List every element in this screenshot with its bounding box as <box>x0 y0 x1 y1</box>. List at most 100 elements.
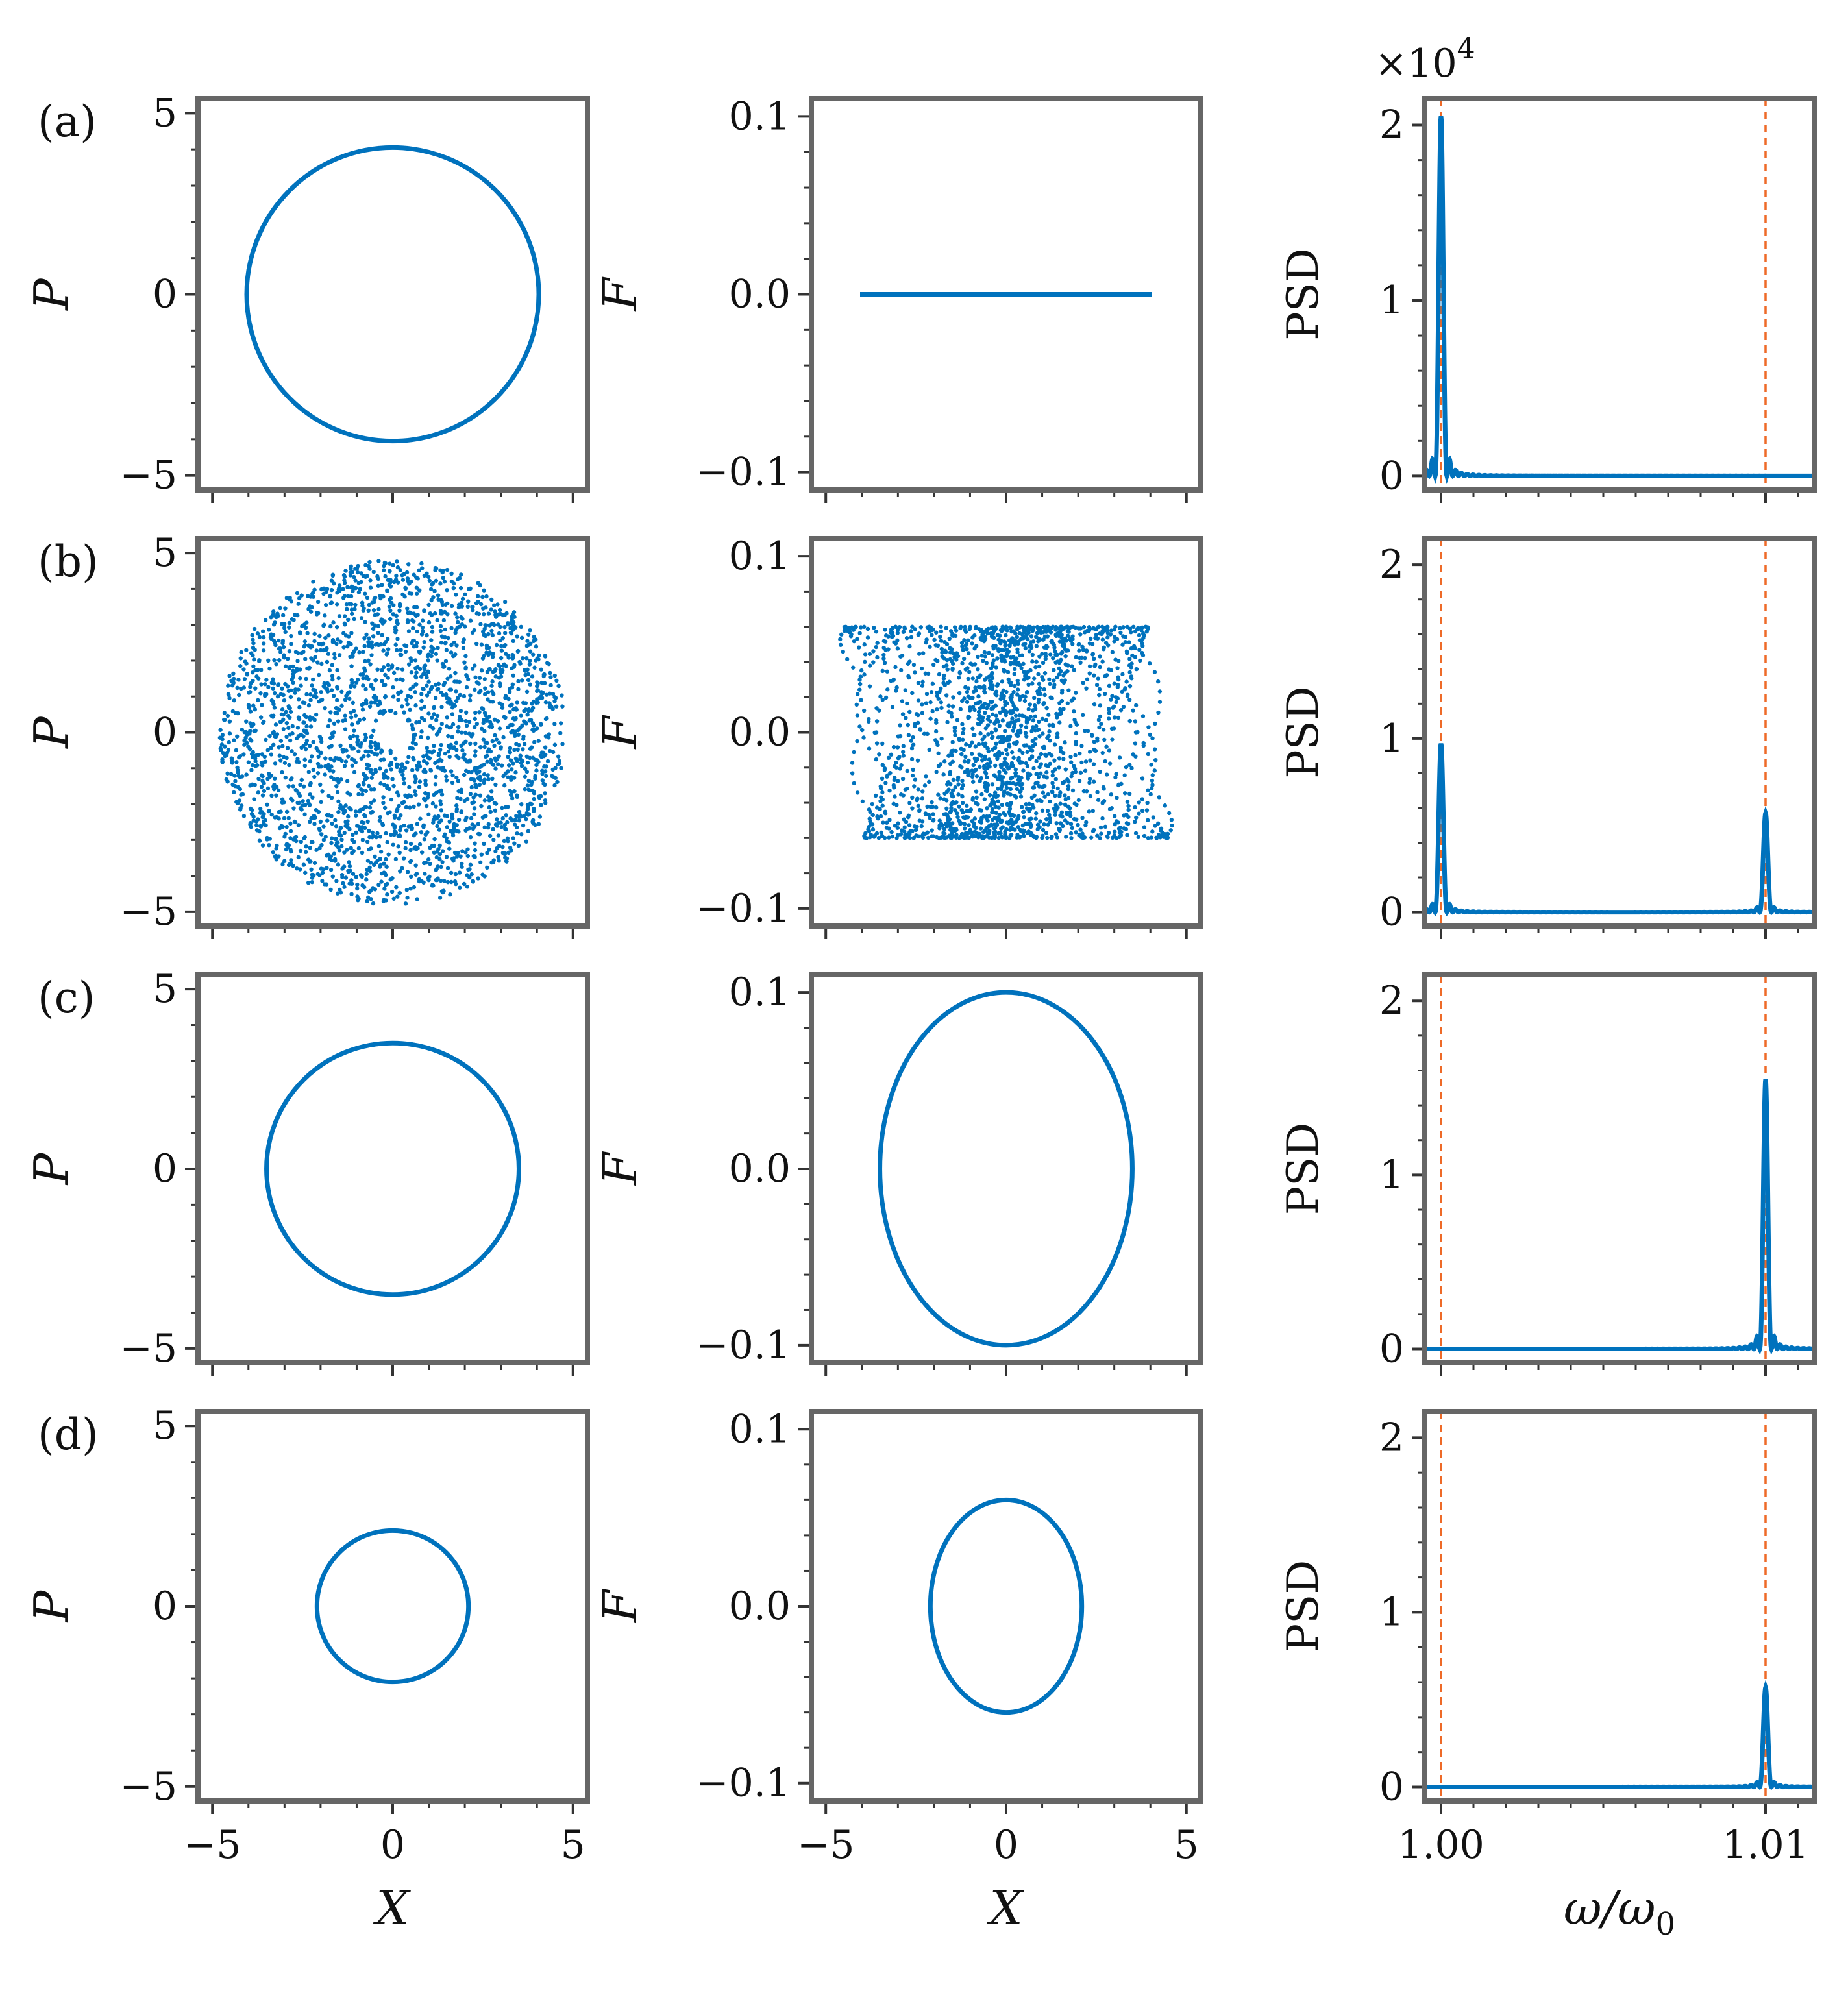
scatter-point <box>1047 723 1052 728</box>
scatter-point <box>443 627 448 632</box>
scatter-point <box>454 740 459 746</box>
scatter-point <box>916 787 920 792</box>
scatter-point <box>388 584 393 589</box>
scatter-point <box>407 610 412 615</box>
scatter-point <box>489 607 493 612</box>
scatter-point <box>363 574 368 579</box>
scatter-point <box>1131 624 1136 630</box>
scatter-point <box>952 729 957 733</box>
scatter-point <box>541 674 546 679</box>
scatter-point <box>1048 799 1052 804</box>
scatter-point <box>1040 808 1045 813</box>
scatter-point <box>371 626 376 631</box>
scatter-point <box>1026 669 1031 674</box>
scatter-point <box>1077 648 1081 653</box>
scatter-point <box>350 652 355 657</box>
scatter-point <box>432 589 437 593</box>
scatter-point <box>1016 759 1022 763</box>
scatter-point <box>343 569 348 573</box>
scatter-point <box>935 643 941 648</box>
scatter-point <box>1048 630 1053 635</box>
scatter-point <box>330 821 334 826</box>
scatter-point <box>271 686 275 691</box>
scatter-point <box>363 826 367 831</box>
scatter-point <box>518 726 523 731</box>
scatter-point <box>349 602 354 607</box>
scatter-point <box>338 826 343 831</box>
scatter-point <box>423 778 428 783</box>
scatter-point <box>894 685 899 690</box>
scatter-point <box>906 722 910 728</box>
scatter-point <box>1098 665 1102 670</box>
scatter-point <box>454 689 458 694</box>
scatter-point <box>1122 813 1126 818</box>
scatter-point <box>393 642 398 647</box>
scatter-point <box>880 697 885 702</box>
scatter-point <box>1074 742 1078 747</box>
scatter-point <box>982 797 987 801</box>
scatter-point <box>895 826 900 830</box>
scatter-point <box>511 836 515 840</box>
scatter-point <box>1109 792 1114 797</box>
y-tick-label: 5 <box>153 530 177 576</box>
scatter-point <box>319 842 324 848</box>
scatter-point <box>409 659 413 663</box>
data-curve <box>244 145 541 444</box>
scatter-point <box>246 703 251 707</box>
scatter-point <box>948 629 954 633</box>
scatter-point <box>1058 707 1063 712</box>
scatter-point <box>1039 752 1044 757</box>
scatter-point <box>1018 827 1023 833</box>
scatter-point <box>541 781 546 786</box>
scatter-point <box>435 713 440 718</box>
scatter-point <box>863 652 868 657</box>
scatter-point <box>1078 626 1083 631</box>
scatter-point <box>276 613 280 618</box>
scatter-point <box>362 738 367 742</box>
plot-area <box>878 990 1135 1348</box>
scatter-point <box>537 696 542 701</box>
scatter-point <box>473 753 478 758</box>
scatter-point <box>461 646 466 650</box>
scatter-point <box>1118 626 1122 631</box>
scatter-point <box>314 712 319 717</box>
scatter-point <box>455 796 460 800</box>
scatter-point <box>317 846 322 851</box>
scatter-point <box>246 760 251 764</box>
scatter-point <box>848 634 854 639</box>
scatter-point <box>478 860 483 865</box>
scatter-point <box>509 730 513 735</box>
scatter-point <box>893 624 898 629</box>
scatter-point <box>523 774 528 779</box>
scatter-point <box>412 619 416 624</box>
scatter-point <box>400 704 404 709</box>
scatter-point <box>493 667 498 672</box>
scatter-point <box>1146 836 1150 840</box>
scatter-point <box>491 838 496 842</box>
scatter-point <box>400 866 404 870</box>
scatter-point <box>913 627 917 631</box>
scatter-point <box>463 624 467 629</box>
scatter-point <box>241 814 247 818</box>
scatter-point <box>1092 673 1096 678</box>
scatter-point <box>1103 824 1108 829</box>
scatter-point <box>395 790 400 795</box>
scatter-point <box>990 782 995 787</box>
scatter-point <box>506 755 510 759</box>
scatter-point <box>997 813 1002 817</box>
scatter-point <box>869 822 873 827</box>
scatter-point <box>491 827 495 831</box>
scatter-point <box>330 637 336 642</box>
scatter-point <box>508 722 513 728</box>
scatter-point <box>526 805 530 809</box>
scatter-point <box>417 720 422 724</box>
scatter-point <box>384 857 388 862</box>
scatter-point <box>1065 820 1070 826</box>
scatter-point <box>286 816 291 820</box>
scatter-point <box>324 882 329 887</box>
plot-area <box>244 145 541 444</box>
scatter-point <box>1042 794 1047 799</box>
scatter-point <box>536 759 541 764</box>
scatter-point <box>362 805 367 810</box>
scatter-point <box>1023 646 1028 651</box>
